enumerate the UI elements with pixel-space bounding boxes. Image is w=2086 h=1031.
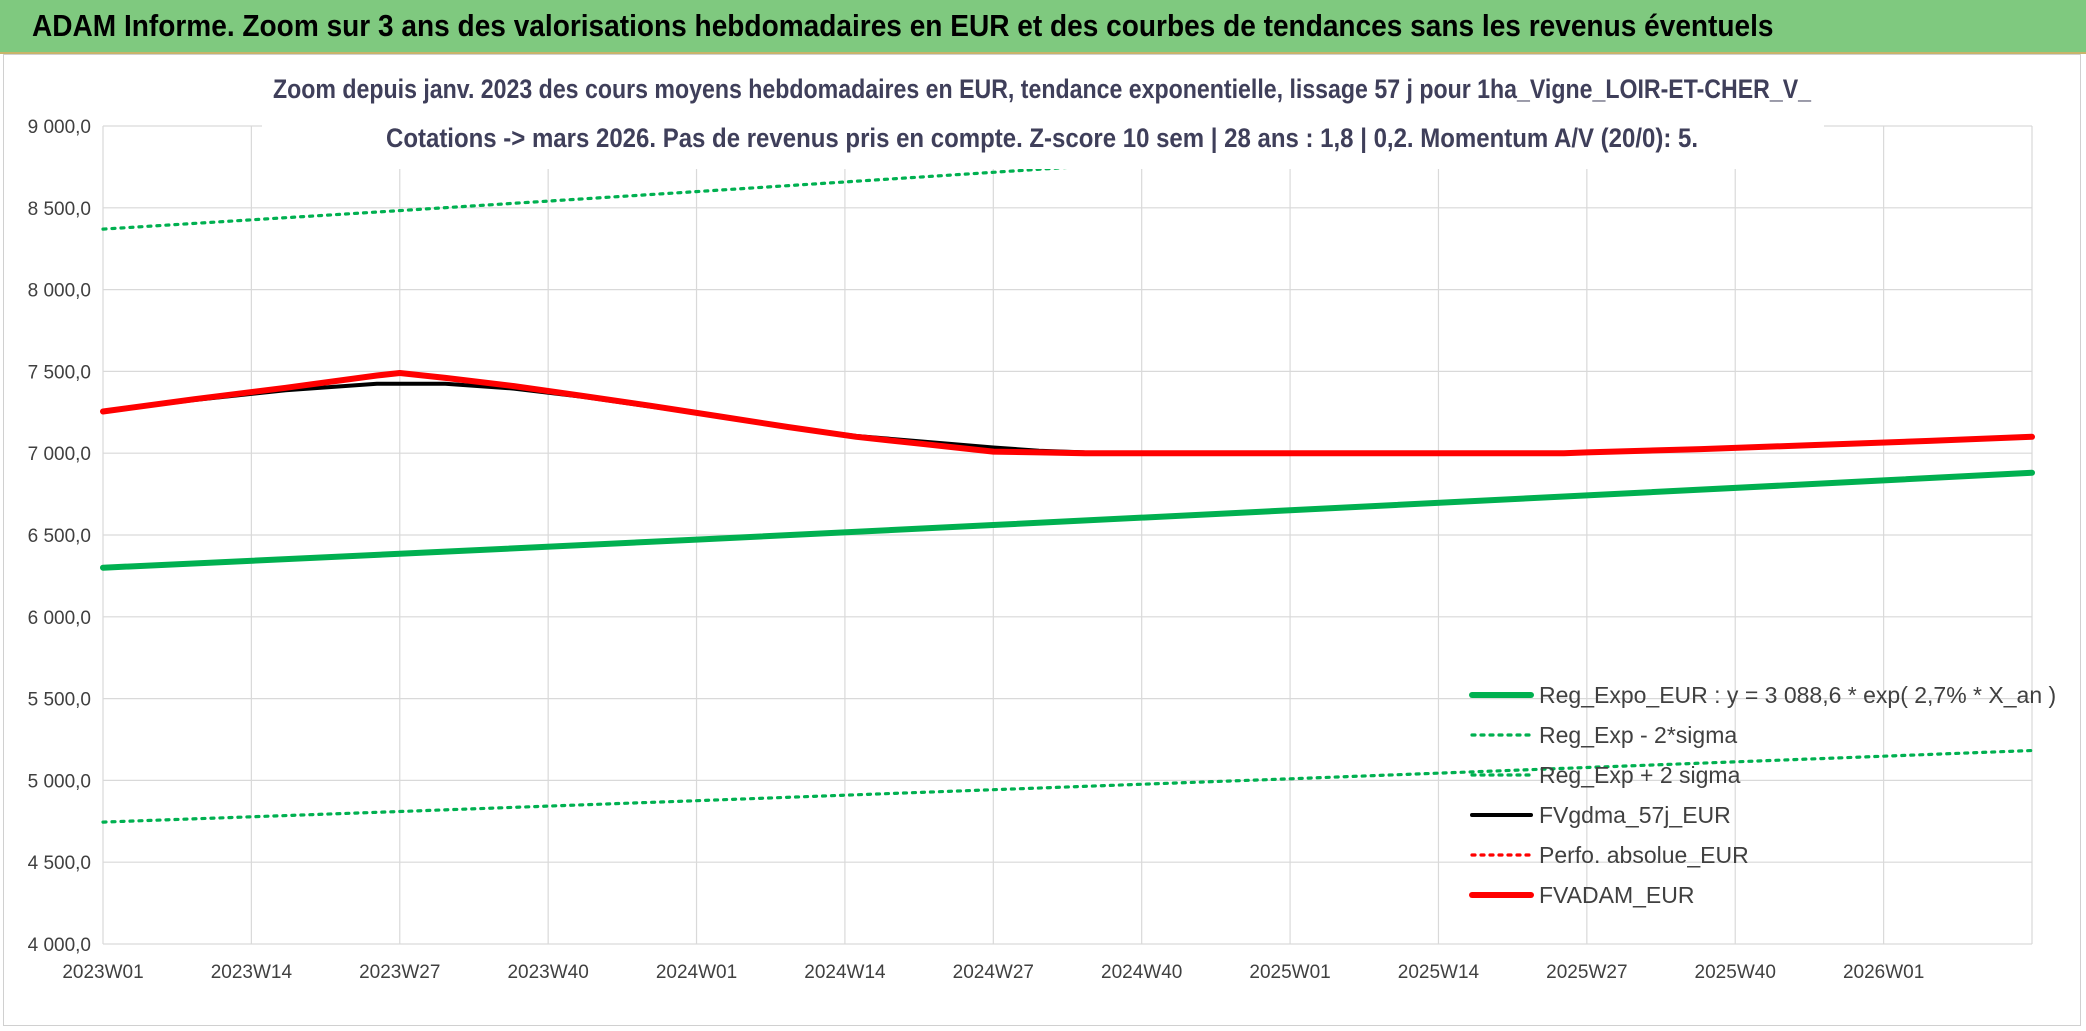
x-tick-label: 2025W01: [1249, 962, 1330, 983]
series-line-3: [101, 381, 2034, 456]
report-banner: ADAM Informe. Zoom sur 3 ans des valoris…: [0, 0, 2086, 54]
chart-title: Zoom depuis janv. 2023 des cours moyens …: [273, 74, 1812, 104]
y-tick-label: 4 000,0: [28, 935, 91, 956]
x-tick-label: 2023W01: [62, 962, 143, 983]
x-tick-label: 2025W14: [1398, 962, 1480, 983]
x-tick-label: 2023W14: [211, 962, 293, 983]
legend-label-5: FVADAM_EUR: [1539, 882, 1695, 908]
chart-frame: 9 000,0 8 500,0 8 000,0 7 500,0 7 000,0 6 500…: [3, 54, 2081, 1026]
x-tick-label: 2023W40: [507, 962, 588, 983]
y-tick-label: 4 500,0: [28, 853, 91, 874]
x-tick-label: 2024W01: [656, 962, 737, 983]
legend-label-1: Reg_Exp - 2*sigma: [1539, 722, 1737, 748]
y-tick-label: 6 000,0: [28, 608, 91, 629]
legend-label-2: Reg_Exp + 2 sigma: [1539, 762, 1741, 788]
x-tick-label: 2024W27: [953, 962, 1034, 983]
y-tick-label: 8 500,0: [28, 199, 91, 220]
report-banner-title: ADAM Informe. Zoom sur 3 ans des valoris…: [32, 8, 1774, 43]
x-tick-label: 2025W40: [1695, 962, 1776, 983]
chart-subtitle: Cotations -> mars 2026. Pas de revenus p…: [386, 123, 1698, 153]
x-tick-label: 2023W27: [359, 962, 440, 983]
y-tick-label: 6 500,0: [28, 526, 91, 547]
y-tick-label: 7 500,0: [28, 362, 91, 383]
x-tick-label: 2024W14: [804, 962, 886, 983]
y-tick-label: 8 000,0: [28, 281, 91, 302]
series-line-0: [100, 469, 2035, 571]
x-tick-label: 2026W01: [1843, 962, 1924, 983]
legend: Reg_Expo_EUR : y = 3 088,6 * exp( 2,7% *…: [1469, 682, 2056, 908]
series-line-5: [100, 370, 2035, 457]
series-line-1: [101, 748, 2034, 824]
y-tick-label: 7 000,0: [28, 444, 91, 465]
legend-label-0: Reg_Expo_EUR : y = 3 088,6 * exp( 2,7% *…: [1539, 682, 2056, 708]
plot-area: [100, 126, 2035, 824]
title-background: [262, 57, 1824, 169]
line-chart: 9 000,0 8 500,0 8 000,0 7 500,0 7 000,0 6 500…: [28, 57, 2056, 983]
x-tick-label: 2025W27: [1546, 962, 1627, 983]
x-tick-label: 2024W40: [1101, 962, 1182, 983]
legend-label-4: Perfo. absolue_EUR: [1539, 842, 1749, 868]
legend-label-3: FVgdma_57j_EUR: [1539, 802, 1731, 828]
y-tick-label: 5 000,0: [28, 771, 91, 792]
y-tick-label: 5 500,0: [28, 690, 91, 711]
y-tick-label: 9 000,0: [28, 117, 91, 138]
